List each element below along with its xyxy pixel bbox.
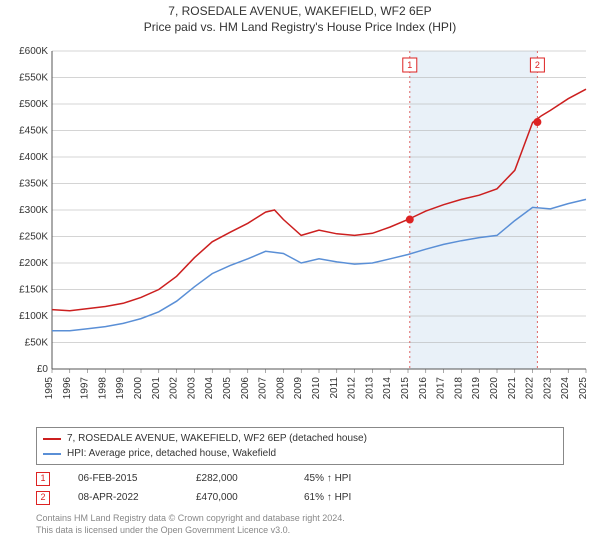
svg-text:2010: 2010 (311, 377, 322, 400)
chart-titles: 7, ROSEDALE AVENUE, WAKEFIELD, WF2 6EP P… (0, 0, 600, 35)
legend-row: HPI: Average price, detached house, Wake… (43, 446, 557, 461)
svg-text:2025: 2025 (578, 377, 589, 400)
svg-text:£350K: £350K (19, 179, 48, 190)
svg-text:2: 2 (535, 60, 540, 70)
svg-text:2024: 2024 (560, 377, 571, 400)
legend-swatch (43, 438, 61, 440)
legend-swatch (43, 453, 61, 455)
sale-date: 08-APR-2022 (78, 488, 168, 507)
svg-text:2018: 2018 (453, 377, 464, 400)
svg-text:2012: 2012 (347, 377, 358, 400)
svg-text:£250K: £250K (19, 232, 48, 243)
svg-text:£600K: £600K (19, 46, 48, 57)
chart-subtitle: Price paid vs. HM Land Registry's House … (0, 20, 600, 36)
svg-text:2020: 2020 (489, 377, 500, 400)
svg-text:2013: 2013 (364, 377, 375, 400)
svg-text:2007: 2007 (258, 377, 269, 400)
svg-text:1998: 1998 (97, 377, 108, 400)
svg-text:1995: 1995 (44, 377, 55, 400)
svg-text:£450K: £450K (19, 126, 48, 137)
svg-text:1996: 1996 (62, 377, 73, 400)
svg-text:£300K: £300K (19, 205, 48, 216)
svg-text:2022: 2022 (525, 377, 536, 400)
legend-label: 7, ROSEDALE AVENUE, WAKEFIELD, WF2 6EP (… (67, 431, 367, 446)
svg-text:2005: 2005 (222, 377, 233, 400)
footer-attribution: Contains HM Land Registry data © Crown c… (36, 513, 564, 536)
sales-table: 1 06-FEB-2015 £282,000 45% ↑ HPI 2 08-APR-202… (36, 469, 564, 507)
sale-price: £470,000 (196, 488, 276, 507)
svg-text:1: 1 (407, 60, 412, 70)
svg-text:£150K: £150K (19, 285, 48, 296)
svg-text:2015: 2015 (400, 377, 411, 400)
svg-text:£100K: £100K (19, 311, 48, 322)
sale-delta: 45% ↑ HPI (304, 469, 351, 488)
line-chart: £0 £50K £100K £150K £200K £250K £300K £350K £400… (6, 41, 594, 421)
svg-text:2000: 2000 (133, 377, 144, 400)
svg-text:2003: 2003 (186, 377, 197, 400)
sale-marker: 2 (36, 491, 50, 505)
svg-text:£400K: £400K (19, 152, 48, 163)
svg-text:2001: 2001 (151, 377, 162, 400)
svg-text:2006: 2006 (240, 377, 251, 400)
sale-delta: 61% ↑ HPI (304, 488, 351, 507)
sales-row: 2 08-APR-2022 £470,000 61% ↑ HPI (36, 488, 564, 507)
svg-text:2017: 2017 (436, 377, 447, 400)
svg-text:2011: 2011 (329, 377, 340, 399)
svg-text:£0: £0 (37, 364, 49, 375)
svg-text:£200K: £200K (19, 258, 48, 269)
svg-text:2019: 2019 (471, 377, 482, 400)
legend-row: 7, ROSEDALE AVENUE, WAKEFIELD, WF2 6EP (… (43, 431, 557, 446)
legend-label: HPI: Average price, detached house, Wake… (67, 446, 276, 461)
svg-text:£550K: £550K (19, 73, 48, 84)
chart-title: 7, ROSEDALE AVENUE, WAKEFIELD, WF2 6EP (0, 4, 600, 20)
sale-price: £282,000 (196, 469, 276, 488)
svg-text:2016: 2016 (418, 377, 429, 400)
page: 7, ROSEDALE AVENUE, WAKEFIELD, WF2 6EP P… (0, 0, 600, 560)
svg-text:£50K: £50K (25, 338, 49, 349)
svg-text:2014: 2014 (382, 377, 393, 400)
chart-area: £0 £50K £100K £150K £200K £250K £300K £350K £400… (6, 41, 594, 421)
svg-text:2009: 2009 (293, 377, 304, 400)
svg-text:2021: 2021 (507, 377, 518, 400)
sale-marker: 1 (36, 472, 50, 486)
svg-text:1999: 1999 (115, 377, 126, 400)
svg-text:£500K: £500K (19, 99, 48, 110)
svg-text:2008: 2008 (275, 377, 286, 400)
svg-text:2004: 2004 (204, 377, 215, 400)
svg-text:1997: 1997 (80, 377, 91, 400)
footer-line: Contains HM Land Registry data © Crown c… (36, 513, 564, 525)
sale-date: 06-FEB-2015 (78, 469, 168, 488)
legend: 7, ROSEDALE AVENUE, WAKEFIELD, WF2 6EP (… (36, 427, 564, 465)
sales-row: 1 06-FEB-2015 £282,000 45% ↑ HPI (36, 469, 564, 488)
svg-text:2002: 2002 (169, 377, 180, 400)
svg-text:2023: 2023 (542, 377, 553, 400)
footer-line: This data is licensed under the Open Gov… (36, 525, 564, 537)
